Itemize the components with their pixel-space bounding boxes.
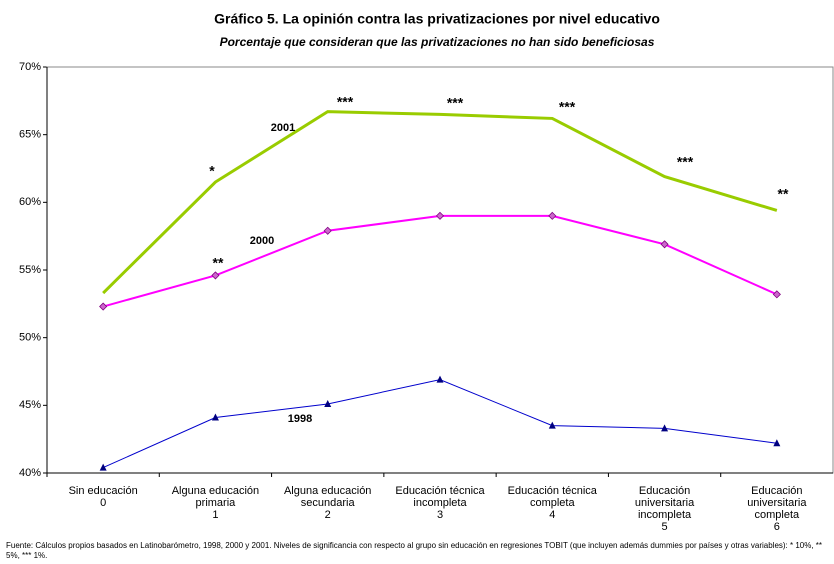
x-tick-label-line: Sin educación [69,485,138,497]
significance-label: *** [559,99,576,115]
x-tick-label-line: 0 [100,497,106,509]
x-tick-label-line: primaria [196,497,237,509]
x-tick-label-line: secundaria [301,497,356,509]
x-tick-label-line: Alguna educación [284,485,371,497]
x-tick-label-line: completa [755,509,801,521]
series-label: 2000 [250,235,274,247]
marker [211,413,219,421]
x-tick-label-line: Educación técnica [395,485,485,497]
y-tick-label: 50% [19,332,41,344]
x-tick-label: Alguna educación secundaria 2 [284,485,371,521]
x-tick-label-line: incompleta [413,497,467,509]
significance-label: *** [677,154,694,170]
marker [99,463,107,471]
x-tick-label: Sin educación 0 [69,485,138,509]
marker [660,240,669,249]
significance-label: * [209,163,215,179]
marker [661,424,669,432]
x-tick-label-line: Educación [751,485,802,497]
chart-title: Gráfico 5. La opinión contra las privati… [214,11,660,27]
significance-label: *** [447,95,464,111]
x-tick-label-line: 5 [662,521,668,533]
x-tick-label-line: 1 [212,509,218,521]
series-line [102,379,777,469]
x-tick-label-line: 2 [325,509,331,521]
x-tick-label: Educación universitaria incompleta 5 [635,485,695,533]
marker [548,421,556,429]
plot-frame [46,66,834,474]
marker [324,399,332,407]
marker [772,290,781,299]
x-tick-label-line: 3 [437,509,443,521]
chart-subtitle: Porcentaje que consideran que las privat… [220,35,655,49]
x-tick-label-line: universitaria [635,497,695,509]
series-line [102,214,778,308]
x-tick-label-line: universitaria [747,497,807,509]
significance-label: ** [778,186,789,202]
y-tick-label: 70% [19,61,41,73]
y-tick-label: 65% [19,129,41,141]
source-note: Fuente: Cálculos propios basados en Lati… [6,541,823,560]
marker [436,375,444,383]
marker [773,439,781,447]
x-tick-label-line: Educación [639,485,690,497]
x-tick-label-line: 6 [774,521,780,533]
x-tick-label-line: Educación técnica [508,485,598,497]
marker [211,271,220,280]
x-tick-label-line: incompleta [638,509,692,521]
chart: Gráfico 5. La opinión contra las privati… [19,11,834,533]
x-tick-label-line: Alguna educación [172,485,259,497]
y-tick-label: 40% [19,467,41,479]
series-label: 1998 [288,413,312,425]
x-tick-label: Educación técnica incompleta 3 [395,485,485,521]
x-tick-label: Educación universitaria completa 6 [747,485,807,533]
y-tick-label: 55% [19,264,41,276]
marker [99,302,108,311]
significance-label: *** [337,94,354,110]
x-tick-label: Alguna educación primaria 1 [172,485,259,521]
marker [323,226,332,235]
significance-label: ** [213,255,224,271]
x-tick-label-line: 4 [549,509,555,521]
marker [548,211,557,220]
x-tick-label: Educación técnica completa 4 [508,485,598,521]
series-line [102,110,778,295]
y-tick-label: 60% [19,196,41,208]
x-tick-label-line: completa [530,497,576,509]
series-label: 2001 [271,122,295,134]
y-tick-label: 45% [19,399,41,411]
marker [435,211,445,220]
